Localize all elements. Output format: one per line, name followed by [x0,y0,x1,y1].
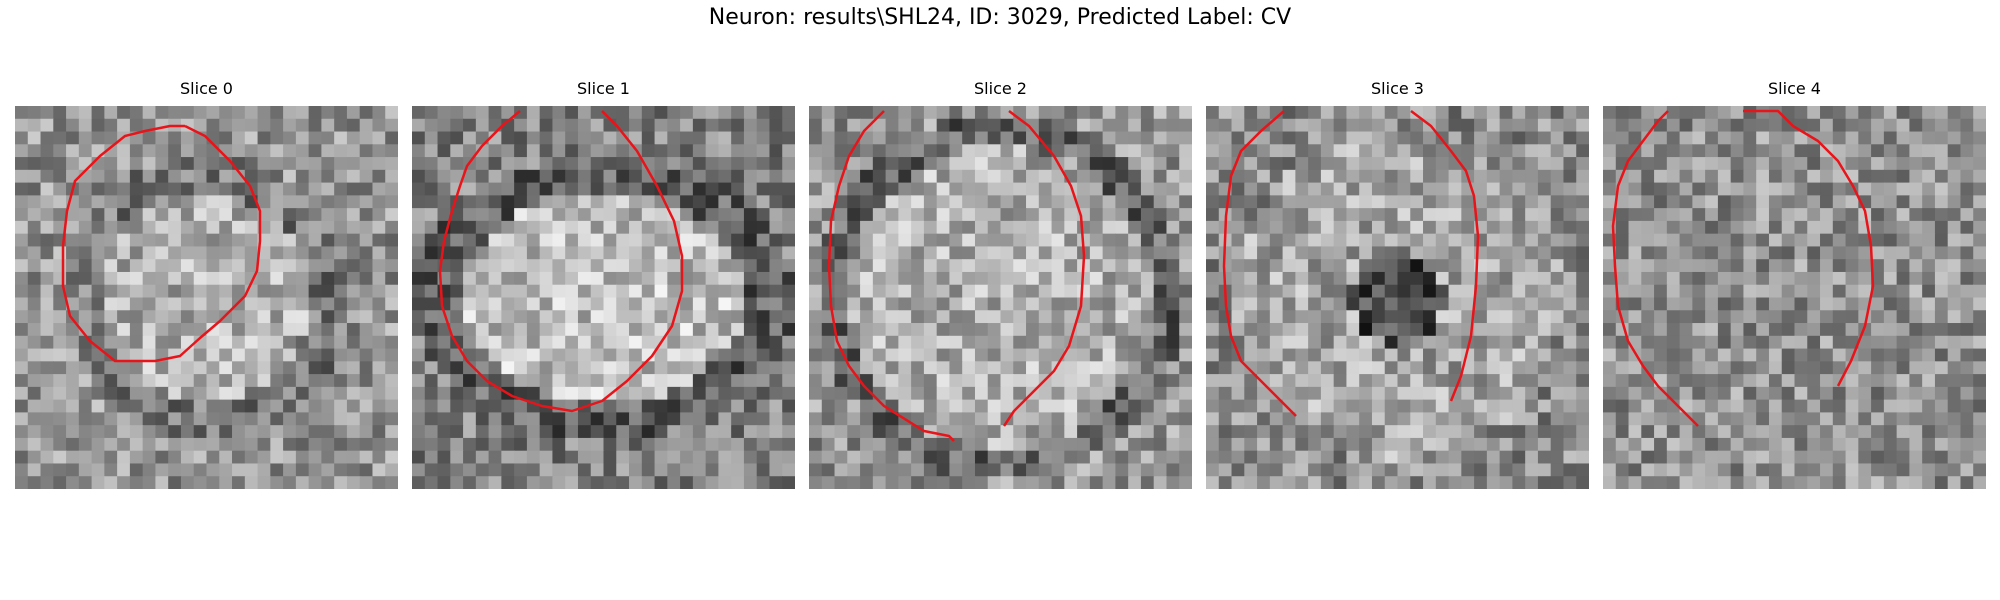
slice-title: Slice 1 [577,79,630,98]
slice-image [15,106,398,489]
slice-image [1206,106,1589,489]
slice-image [412,106,795,489]
contour-line-right [1743,109,1875,387]
figure-title: Neuron: results\SHL24, ID: 3029, Predict… [708,5,1292,30]
slice-panel-3: Slice 3 [1206,79,1589,489]
slice-title: Slice 4 [1768,79,1821,98]
slice-panel-2: Slice 2 [809,79,1192,489]
contour-line [438,110,684,413]
contour-line [827,110,955,442]
slice-panel-4: Slice 4 [1603,79,1986,489]
contour-line-right [1002,110,1086,427]
slice-panel-0: Slice 0 [15,79,398,489]
slice-image [1603,106,1986,489]
contour-line [61,124,262,363]
slice-title: Slice 0 [180,79,233,98]
contour-line [1222,110,1297,417]
slice-title: Slice 2 [974,79,1027,98]
slice-image [809,106,1192,489]
contour-line [1611,110,1699,427]
contour-line-right [1410,110,1480,402]
slice-title: Slice 3 [1371,79,1424,98]
slice-panel-1: Slice 1 [412,79,795,489]
